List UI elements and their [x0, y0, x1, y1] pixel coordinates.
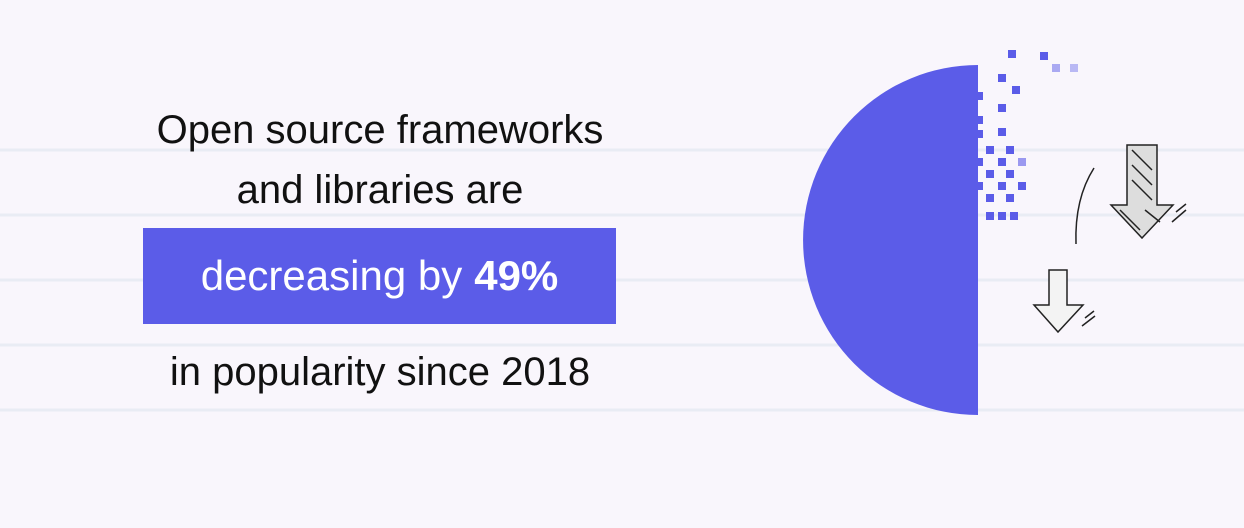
pixel-squares [935, 50, 1078, 220]
highlight-figure: 49% [474, 252, 559, 299]
headline-line: in popularity since 2018 [169, 350, 591, 394]
highlight-box: decreasing by 49% [143, 228, 616, 324]
headline-line: Open source frameworks [156, 108, 604, 152]
highlight-text: decreasing by [200, 252, 463, 299]
arrows [1032, 144, 1187, 334]
half-circle [803, 65, 978, 415]
headline-line: and libraries are [236, 168, 524, 212]
